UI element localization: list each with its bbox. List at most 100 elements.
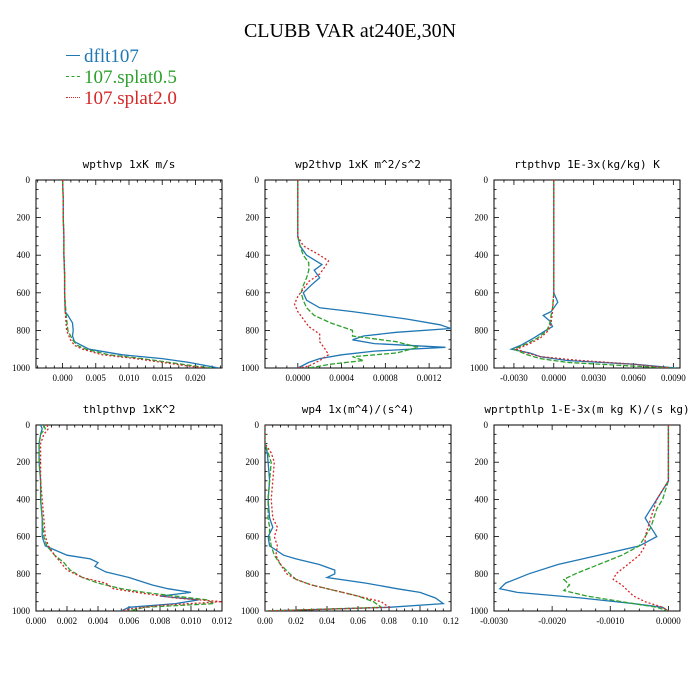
panel-frame (493, 179, 681, 369)
x-tick-label: 0.010 (181, 616, 202, 626)
x-tick-label: -0.0030 (500, 373, 528, 383)
y-tick-label: 800 (246, 569, 260, 579)
panel-6: wprtpthlp 1-E-3x(m kg K)/(s kg) 0 200 400 60… (470, 403, 690, 626)
x-tick-label: -0.0010 (596, 616, 624, 626)
panel-title: wp4 1x(m^4)/(s^4) (302, 403, 415, 416)
x-tick-label: 0.004 (88, 616, 109, 626)
series-line-1 (297, 180, 451, 368)
series-line-3 (514, 180, 671, 368)
panel-frame (35, 424, 223, 612)
series-line-3 (612, 425, 670, 611)
x-tick-label: 0.0012 (417, 373, 442, 383)
legend-label: 107.splat2.0 (84, 88, 177, 109)
x-tick-label: 0.02 (288, 616, 304, 626)
y-tick-label: 1000 (241, 363, 260, 373)
x-tick-label: 0.010 (119, 373, 140, 383)
panel-title: wprtpthlp 1-E-3x(m kg K)/(s kg) (484, 403, 689, 416)
y-tick-label: 600 (475, 532, 489, 542)
x-tick-label: 0.04 (319, 616, 335, 626)
y-tick-label: 400 (475, 250, 489, 260)
panel-frame (35, 179, 223, 369)
y-tick-label: 200 (17, 213, 31, 223)
panel-title: thlpthvp 1xK^2 (83, 403, 176, 416)
x-tick-label: 0.0008 (373, 373, 398, 383)
x-tick-label: 0.012 (212, 616, 232, 626)
legend-label: dflt107 (84, 46, 139, 67)
y-tick-label: 400 (475, 494, 489, 504)
panel-title: wp2thvp 1xK m^2/s^2 (295, 158, 421, 171)
x-tick-label: 0.008 (150, 616, 171, 626)
y-tick-label: 0 (484, 420, 489, 430)
series-line-1 (498, 425, 670, 611)
x-tick-label: -0.0020 (538, 616, 566, 626)
x-tick-label: 0.06 (350, 616, 366, 626)
x-tick-label: 0.0004 (329, 373, 354, 383)
y-tick-label: 600 (246, 532, 260, 542)
series-line-1 (38, 425, 199, 611)
x-tick-label: 0.0000 (285, 373, 310, 383)
series-line-2 (61, 180, 213, 368)
y-tick-label: 0 (484, 175, 489, 185)
series-line-2 (38, 425, 217, 611)
x-tick-label: 0.0000 (541, 373, 566, 383)
x-tick-label: 0.015 (152, 373, 173, 383)
y-tick-label: 200 (246, 457, 260, 467)
x-tick-label: 0.000 (26, 616, 47, 626)
x-tick-label: 0.0060 (621, 373, 646, 383)
x-tick-label: 0.08 (381, 616, 397, 626)
y-tick-label: 0 (26, 420, 31, 430)
y-tick-label: 1000 (470, 606, 489, 616)
panel-title: rtpthvp 1E-3x(kg/kg) K (514, 158, 660, 171)
legend-line-icon (66, 76, 80, 78)
panel-3: rtpthvp 1E-3x(kg/kg) K 0 200 400 600 800 1000 -… (470, 158, 686, 383)
x-tick-label: 0.020 (185, 373, 206, 383)
y-tick-label: 800 (246, 325, 260, 335)
y-tick-label: 1000 (241, 606, 260, 616)
legend-item-splat05: 107.splat0.5 (66, 67, 177, 89)
y-tick-label: 200 (246, 213, 260, 223)
x-tick-label: 0.0000 (656, 616, 681, 626)
series-line-1 (509, 180, 677, 368)
y-tick-label: 400 (246, 494, 260, 504)
y-tick-label: 600 (246, 288, 260, 298)
y-tick-label: 600 (17, 532, 31, 542)
x-tick-label: 0.12 (443, 616, 459, 626)
y-tick-label: 200 (475, 457, 489, 467)
legend-label: 107.splat0.5 (84, 67, 177, 88)
y-tick-label: 200 (17, 457, 31, 467)
series-line-3 (265, 425, 391, 611)
series-line-3 (61, 180, 206, 368)
y-tick-label: 200 (475, 213, 489, 223)
series-line-3 (39, 425, 222, 611)
x-tick-label: 0.006 (119, 616, 140, 626)
y-tick-label: 600 (475, 288, 489, 298)
y-tick-label: 0 (255, 175, 260, 185)
panel-frame (264, 424, 452, 612)
y-tick-label: 600 (17, 288, 31, 298)
series-line-2 (562, 425, 670, 611)
y-tick-label: 800 (475, 325, 489, 335)
y-tick-label: 800 (17, 325, 31, 335)
panel-1: wpthvp 1xK m/s 0 200 400 600 800 1000 0.000 0.00… (12, 158, 223, 383)
x-tick-label: 0.00 (257, 616, 273, 626)
series-line-2 (265, 425, 384, 611)
x-tick-label: 0.0030 (581, 373, 606, 383)
legend-item-dflt107: dflt107 (66, 46, 139, 68)
y-tick-label: 800 (475, 569, 489, 579)
x-tick-label: 0.005 (86, 373, 107, 383)
x-tick-label: -0.0030 (480, 616, 508, 626)
y-tick-label: 1000 (12, 606, 31, 616)
series-line-2 (297, 180, 419, 368)
y-tick-label: 1000 (470, 363, 489, 373)
series-line-1 (61, 180, 219, 368)
legend-item-splat20: 107.splat2.0 (66, 88, 177, 110)
panel-2: wp2thvp 1xK m^2/s^2 0 200 400 600 800 1000 0.00… (241, 158, 452, 383)
legend-line-icon (66, 55, 80, 57)
y-tick-label: 0 (255, 420, 260, 430)
y-tick-label: 0 (26, 175, 31, 185)
series-line-3 (293, 180, 330, 368)
y-tick-label: 400 (17, 250, 31, 260)
